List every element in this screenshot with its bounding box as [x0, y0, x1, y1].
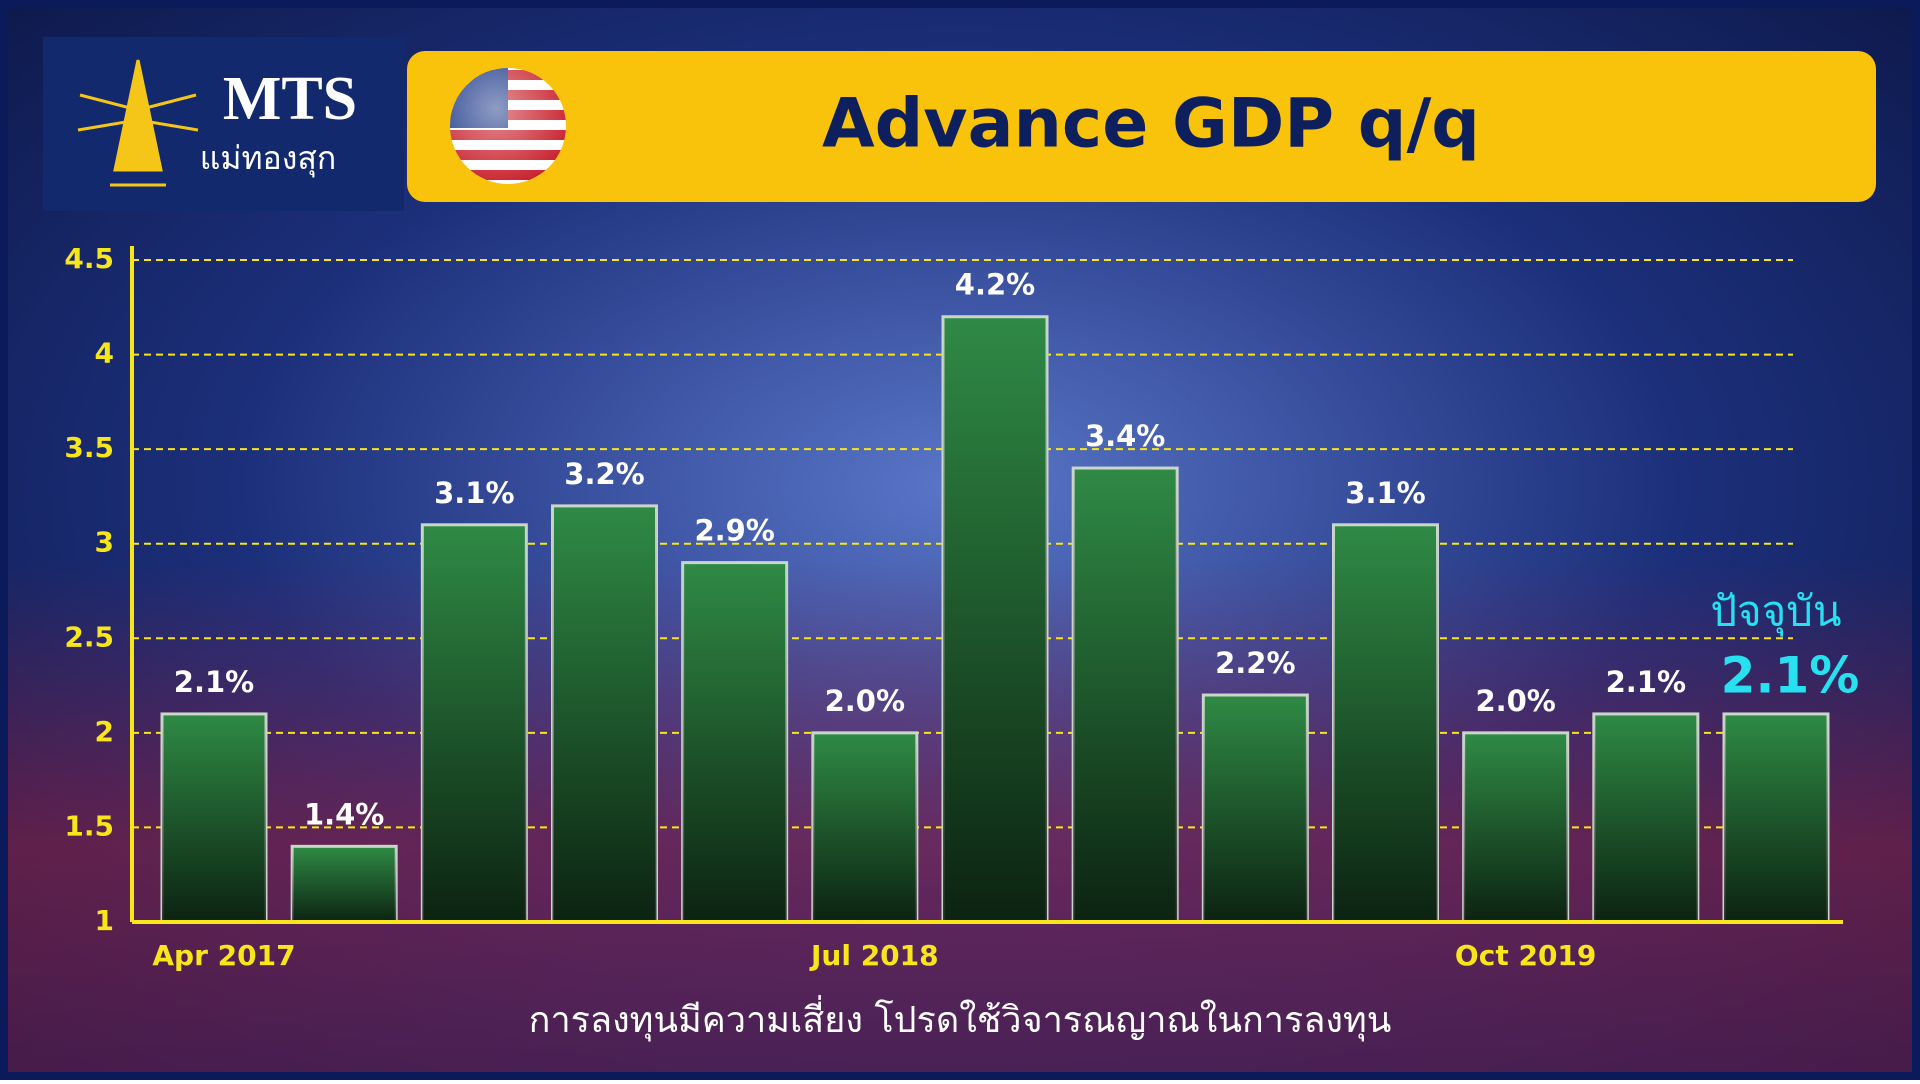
- value-label: 2.0%: [1475, 684, 1555, 718]
- value-label: 3.1%: [434, 476, 514, 510]
- y-tick-label: 3: [95, 526, 114, 559]
- footer-note: การลงทุนมีความเสี่ยง โปรดใช้วิจารณญาณในก…: [529, 995, 1392, 1042]
- value-label: 2.0%: [825, 684, 905, 718]
- bar: [1722, 712, 1830, 924]
- value-label: 2.1%: [174, 665, 254, 699]
- value-label: 2.1%: [1721, 646, 1860, 704]
- y-tick-label: 3.5: [64, 431, 114, 464]
- bar: [1332, 523, 1439, 924]
- value-label: 2.1%: [1606, 665, 1686, 699]
- value-label: 4.2%: [955, 268, 1035, 302]
- bar: [681, 561, 789, 924]
- x-tick-label: Jul 2018: [809, 939, 939, 972]
- y-tick-label: 4.5: [64, 242, 114, 275]
- flag: [450, 68, 566, 184]
- logo-name: MTS: [223, 65, 357, 133]
- value-label: 1.4%: [304, 797, 384, 831]
- x-tick-label: Apr 2017: [152, 939, 295, 972]
- bar: [1201, 693, 1309, 924]
- y-tick-label: 2: [95, 715, 114, 748]
- x-tick-label: Oct 2019: [1455, 939, 1596, 972]
- value-label: 3.2%: [564, 457, 644, 491]
- chart-title: Advance GDP q/q: [822, 85, 1480, 164]
- bar: [1592, 712, 1700, 924]
- y-tick-label: 1.5: [64, 809, 114, 842]
- logo-icon: [77, 59, 199, 187]
- value-label: 2.9%: [694, 514, 774, 548]
- logo-subtitle: แม่ทองสุก: [200, 139, 337, 178]
- value-label: 3.4%: [1085, 419, 1165, 453]
- bar: [160, 712, 268, 924]
- bar: [290, 844, 398, 924]
- value-label: 2.2%: [1215, 646, 1295, 680]
- y-tick-label: 2.5: [64, 620, 114, 653]
- bar: [811, 731, 919, 924]
- bar: [941, 315, 1049, 924]
- logo-box: [43, 37, 404, 211]
- bar: [551, 504, 658, 924]
- bar: [1071, 466, 1179, 924]
- value-label: 3.1%: [1345, 476, 1425, 510]
- annotation: ปัจจุบัน: [1710, 586, 1841, 637]
- bar: [1462, 731, 1570, 924]
- bar: [420, 523, 528, 924]
- y-tick-label: 1: [95, 904, 114, 937]
- title-banner: [407, 51, 1876, 202]
- y-tick-label: 4: [95, 337, 114, 370]
